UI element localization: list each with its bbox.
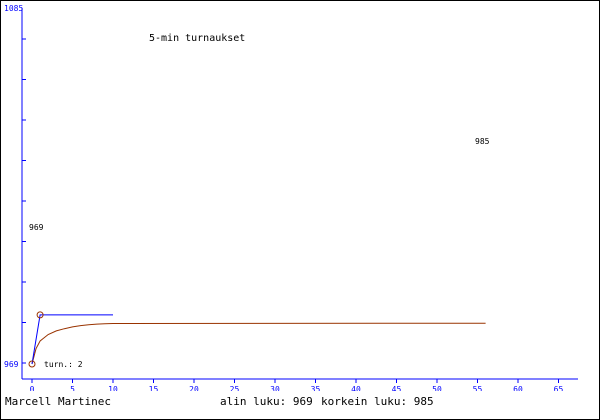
chart-title: 5-min turnaukset [149, 33, 245, 44]
x-tick-label: 45 [392, 385, 402, 391]
y-axis-bottom-label: 969 [4, 360, 19, 369]
markers [28, 311, 44, 368]
min-value-text: alin luku: 969 [220, 395, 313, 408]
player-name: Marcell Martinec [5, 395, 111, 408]
x-tick-label: 15 [149, 385, 159, 391]
x-tick-label: 10 [108, 385, 118, 391]
series-line-1 [31, 322, 486, 365]
x-tick-label: 50 [432, 385, 442, 391]
chart-canvas: 0 5 10 15 20 25 30 35 40 45 50 55 60 65 1085 969 turn… [4, 4, 578, 391]
x-tick-label: 5 [70, 385, 75, 391]
marker-985 [36, 311, 44, 319]
axes: 0 5 10 15 20 25 30 35 40 45 50 55 60 65 [21, 8, 578, 391]
x-tick-label: 65 [554, 385, 564, 391]
marker-969 [28, 360, 36, 368]
x-tick-label: 55 [473, 385, 483, 391]
x-tick-label: 60 [513, 385, 523, 391]
chart-texts: 1085 969 turn.: 2 5-min turnaukset 985 9… [4, 4, 490, 369]
y-axis-top-label: 1085 [4, 4, 23, 13]
x-tick-label: 35 [311, 385, 321, 391]
min-value-label: 969 [29, 223, 44, 232]
series-line-2 [31, 314, 113, 365]
x-tick-label: 20 [189, 385, 199, 391]
turn-count-label: turn.: 2 [44, 360, 83, 369]
x-tick-label: 30 [270, 385, 280, 391]
max-value-text: korkein luku: 985 [321, 395, 434, 408]
series-lines [31, 314, 486, 365]
x-tick-label: 40 [351, 385, 361, 391]
max-value-label: 985 [475, 137, 490, 146]
x-tick-label: 0 [30, 385, 35, 391]
x-tick-label: 25 [230, 385, 240, 391]
